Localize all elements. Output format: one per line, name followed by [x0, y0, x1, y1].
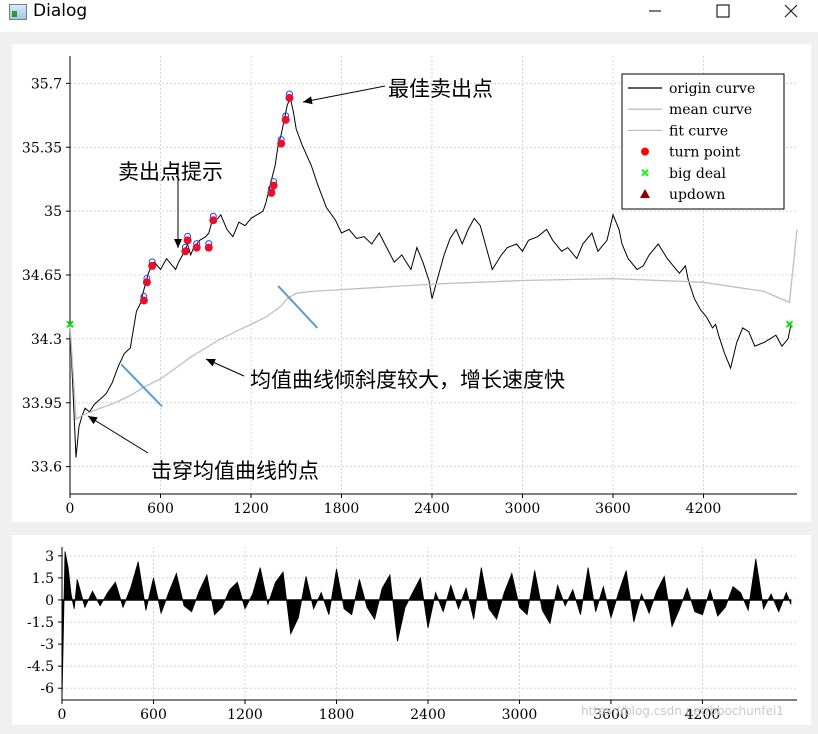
- turn-point: [204, 243, 213, 252]
- big-deal-marker: [785, 320, 794, 328]
- x-tick-label: 4200: [685, 707, 721, 723]
- legend-swatch-triangle: [640, 189, 650, 198]
- turn-point: [192, 243, 201, 252]
- annotation-arrow-head: [303, 96, 313, 105]
- origin-curve: [69, 96, 792, 458]
- minimize-icon: [649, 10, 661, 12]
- y-tick-label: 0: [45, 593, 54, 609]
- diff-area: [61, 551, 792, 701]
- legend-box: [621, 73, 785, 210]
- fit-line: [277, 285, 319, 329]
- legend-label: big deal: [669, 166, 726, 182]
- y-tick-label: 1.5: [32, 571, 54, 587]
- y-tick-label: 3: [45, 549, 54, 565]
- x-tick-label: 600: [140, 707, 167, 723]
- x-tick-label: 0: [58, 707, 67, 723]
- x-tick-label: 0: [66, 501, 75, 517]
- legend-swatch-circle: [641, 147, 649, 156]
- watermark: https://blog.csdn.net/bbochunfei1: [581, 704, 784, 718]
- y-tick-label: 33.95: [22, 396, 62, 412]
- x-tick-label: 600: [147, 501, 174, 517]
- y-tick-label: 33.6: [31, 460, 62, 476]
- turn-point: [285, 93, 294, 102]
- turn-point: [209, 216, 218, 225]
- fit-line: [120, 363, 163, 408]
- y-tick-label: 35: [44, 204, 62, 220]
- annotation-mean-slope: 均值曲线倾斜度较大，增长速度快: [250, 368, 565, 392]
- annotation-sell-point-hint: 卖出点提示: [118, 160, 223, 184]
- x-tick-label: 2400: [414, 501, 450, 517]
- annotation-arrow-head: [206, 359, 216, 367]
- x-tick-label: 1200: [233, 501, 269, 517]
- y-tick-label: -6: [40, 681, 54, 697]
- legend-label: mean curve: [669, 102, 752, 118]
- legend-swatch-x: [641, 169, 649, 177]
- x-tick-label: 1800: [319, 707, 355, 723]
- app-icon: [9, 4, 27, 20]
- legend-label: updown: [669, 187, 725, 203]
- turn-point: [142, 278, 151, 287]
- y-tick-label: -4.5: [27, 659, 54, 675]
- turn-point: [148, 261, 157, 270]
- y-tick-label: 35.35: [22, 140, 62, 156]
- y-tick-label: 34.65: [22, 268, 62, 284]
- annotation-arrow-line: [87, 415, 149, 454]
- minimize-button[interactable]: [632, 0, 678, 22]
- legend-label: fit curve: [669, 123, 728, 139]
- turn-point: [267, 188, 276, 197]
- x-tick-label: 3000: [505, 501, 541, 517]
- turn-point: [181, 247, 190, 256]
- x-tick-label: 1200: [227, 707, 263, 723]
- annotation-best-sell-point: 最佳卖出点: [388, 77, 493, 101]
- y-tick-label: -3: [40, 637, 54, 653]
- y-tick-label: 34.3: [31, 332, 62, 348]
- y-tick-label: 35.7: [31, 76, 62, 92]
- turn-point: [183, 236, 192, 245]
- turn-point: [277, 139, 286, 148]
- annotation-arrow-head: [174, 239, 182, 248]
- main-chart: 0 600 1200 1800 2400 3000 3600 4200 33.6 33.95 34.…: [22, 56, 798, 517]
- x-tick-label: 2400: [410, 707, 446, 723]
- annotation-breakthrough-point: 击穿均值曲线的点: [151, 459, 319, 483]
- legend-label: origin curve: [669, 81, 755, 97]
- window-title: Dialog: [33, 1, 88, 21]
- x-tick-label: 4200: [686, 501, 722, 517]
- diff-chart: 0 600 1200 1800 2400 3000 3600 4200 3 1.5 0 -1.5 -3 -…: [27, 547, 797, 723]
- annotation-arrow-line: [302, 85, 386, 103]
- title-bar: Dialog: [0, 0, 818, 32]
- main-chart-panel: 0 600 1200 1800 2400 3000 3600 4200 33.6 33.95 34.…: [12, 44, 811, 522]
- x-tick-label: 1800: [324, 501, 360, 517]
- y-tick-label: -1.5: [27, 615, 54, 631]
- close-icon: [784, 4, 798, 18]
- maximize-button[interactable]: [700, 0, 746, 22]
- diff-chart-panel: 0 600 1200 1800 2400 3000 3600 4200 3 1.5 0 -1.5 -3 -…: [12, 535, 811, 725]
- close-button[interactable]: [768, 0, 814, 22]
- turn-point: [269, 181, 278, 190]
- annotation-arrow-head: [88, 416, 98, 425]
- big-deal-marker: [66, 320, 74, 328]
- turn-point: [139, 296, 148, 305]
- x-tick-label: 3600: [595, 501, 631, 517]
- legend-label: turn point: [669, 145, 741, 161]
- maximize-icon: [716, 4, 730, 18]
- x-tick-label: 3600: [593, 707, 629, 723]
- turn-point: [281, 115, 290, 124]
- mean-curve: [69, 229, 798, 421]
- x-tick-label: 3000: [502, 707, 538, 723]
